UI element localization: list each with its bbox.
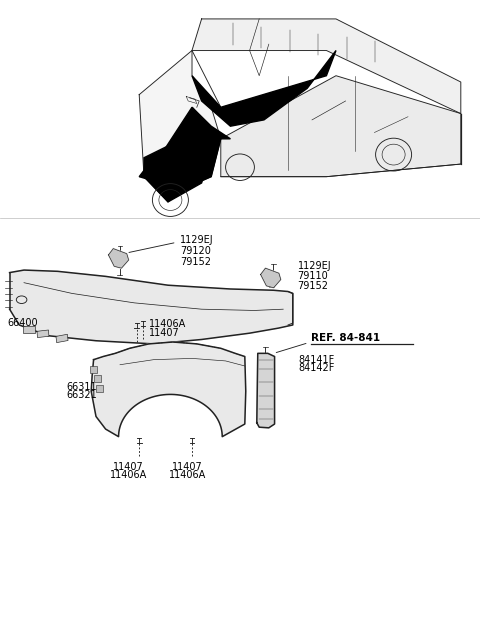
Polygon shape — [10, 270, 293, 344]
Text: 79120: 79120 — [180, 245, 211, 256]
Text: REF. 84-841: REF. 84-841 — [311, 333, 380, 343]
Text: 11406A: 11406A — [110, 470, 147, 480]
Polygon shape — [108, 249, 129, 268]
Polygon shape — [257, 353, 275, 428]
Bar — [37, 330, 49, 338]
Text: 66311: 66311 — [66, 382, 97, 392]
Text: 79152: 79152 — [298, 281, 329, 291]
Polygon shape — [261, 268, 281, 288]
Text: 79110: 79110 — [298, 271, 328, 281]
Bar — [56, 334, 68, 343]
Text: 66400: 66400 — [7, 318, 38, 328]
Polygon shape — [221, 76, 461, 177]
Text: 11407: 11407 — [172, 462, 203, 472]
Bar — [23, 326, 35, 333]
Text: 11406A: 11406A — [168, 470, 206, 480]
Polygon shape — [91, 342, 246, 437]
Text: 79152: 79152 — [180, 257, 211, 268]
Text: 11407: 11407 — [113, 462, 144, 472]
Text: 66321: 66321 — [66, 390, 97, 400]
Text: 84142F: 84142F — [299, 363, 335, 373]
Polygon shape — [139, 107, 221, 189]
Text: 11406A: 11406A — [149, 319, 186, 329]
Text: 1129EJ: 1129EJ — [180, 235, 214, 245]
Polygon shape — [139, 50, 221, 202]
Text: 1129EJ: 1129EJ — [298, 261, 331, 271]
Polygon shape — [192, 19, 461, 114]
Bar — [94, 375, 101, 382]
Polygon shape — [144, 139, 211, 202]
Text: 84141F: 84141F — [299, 355, 335, 365]
Bar — [90, 366, 97, 373]
Polygon shape — [192, 50, 336, 126]
Polygon shape — [192, 107, 230, 139]
Bar — [96, 385, 103, 392]
Text: 11407: 11407 — [149, 327, 180, 338]
